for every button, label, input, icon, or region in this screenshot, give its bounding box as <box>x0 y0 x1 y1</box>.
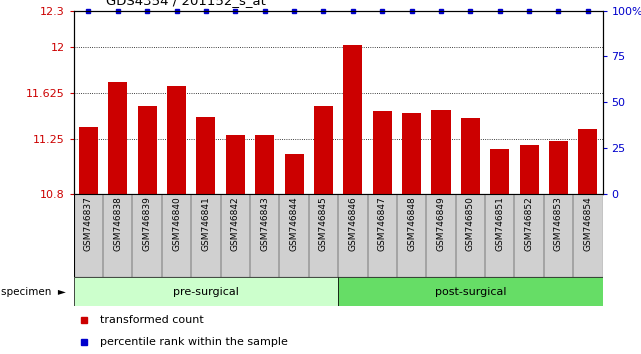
Text: specimen  ►: specimen ► <box>1 287 66 297</box>
Text: GSM746852: GSM746852 <box>524 196 533 251</box>
Text: GSM746850: GSM746850 <box>466 196 475 251</box>
Text: GSM746839: GSM746839 <box>143 196 152 251</box>
Bar <box>490 149 509 194</box>
Bar <box>226 135 245 194</box>
Bar <box>520 145 538 194</box>
Text: GSM746845: GSM746845 <box>319 196 328 251</box>
Text: GSM746844: GSM746844 <box>290 196 299 251</box>
Text: GSM746840: GSM746840 <box>172 196 181 251</box>
Bar <box>138 106 156 194</box>
Text: percentile rank within the sample: percentile rank within the sample <box>100 337 288 347</box>
Text: GSM746837: GSM746837 <box>84 196 93 251</box>
Text: GDS4354 / 201152_s_at: GDS4354 / 201152_s_at <box>106 0 265 7</box>
Bar <box>167 86 186 194</box>
Text: GSM746841: GSM746841 <box>201 196 210 251</box>
Bar <box>79 127 98 194</box>
Bar <box>108 81 128 194</box>
Bar <box>196 117 215 194</box>
Text: GSM746846: GSM746846 <box>348 196 357 251</box>
Text: GSM746842: GSM746842 <box>231 196 240 251</box>
Text: GSM746838: GSM746838 <box>113 196 122 251</box>
Bar <box>255 135 274 194</box>
Bar <box>74 277 338 306</box>
Bar <box>461 118 480 194</box>
Bar <box>431 110 451 194</box>
Text: GSM746849: GSM746849 <box>437 196 445 251</box>
Bar <box>578 129 597 194</box>
Bar <box>338 277 603 306</box>
Bar <box>372 111 392 194</box>
Bar <box>314 106 333 194</box>
Text: GSM746848: GSM746848 <box>407 196 416 251</box>
Text: GSM746847: GSM746847 <box>378 196 387 251</box>
Text: GSM746853: GSM746853 <box>554 196 563 251</box>
Text: GSM746851: GSM746851 <box>495 196 504 251</box>
Text: GSM746843: GSM746843 <box>260 196 269 251</box>
Text: transformed count: transformed count <box>100 315 204 325</box>
Bar <box>344 45 362 194</box>
Text: post-surgical: post-surgical <box>435 287 506 297</box>
Bar <box>549 142 568 194</box>
Text: GSM746854: GSM746854 <box>583 196 592 251</box>
Bar <box>402 113 421 194</box>
Bar <box>285 154 304 194</box>
Text: pre-surgical: pre-surgical <box>173 287 239 297</box>
